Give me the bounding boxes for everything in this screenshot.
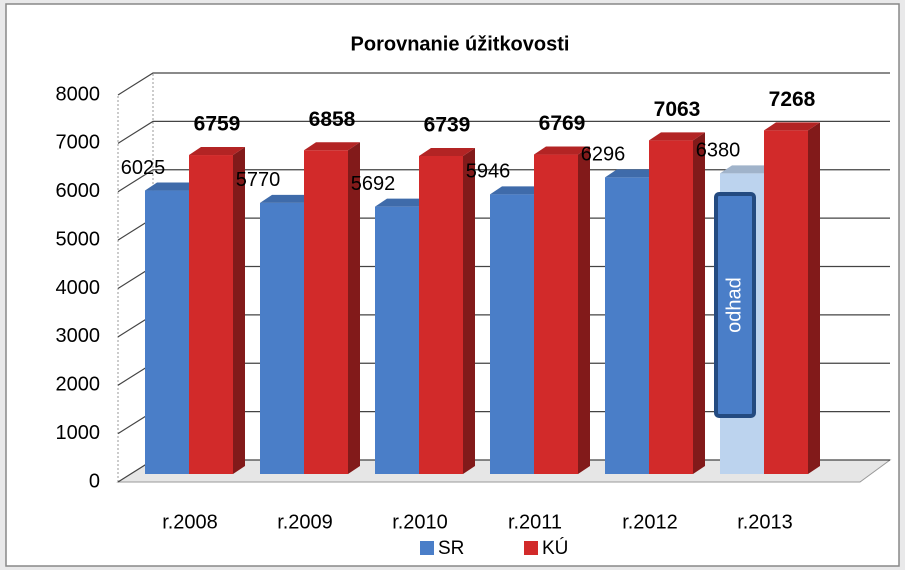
data-label: 6296: [581, 144, 626, 166]
legend-swatch: [524, 541, 538, 555]
bar-side: [693, 132, 705, 474]
y-tick-label: 0: [89, 470, 100, 492]
data-label: 5770: [236, 169, 281, 191]
bar-side: [463, 148, 475, 475]
bar-side: [348, 142, 360, 474]
y-tick-label: 7000: [56, 132, 101, 154]
bar: [534, 146, 590, 474]
bar-front: [605, 177, 649, 474]
bar-top: [720, 165, 776, 174]
bar-top: [375, 198, 431, 207]
data-label: 6769: [539, 112, 586, 135]
data-label: 7063: [654, 98, 701, 121]
bar: [189, 147, 245, 474]
data-label: 6759: [194, 113, 241, 136]
bar-front: [764, 130, 808, 474]
data-label: 6380: [696, 140, 741, 162]
bar-front: [260, 202, 304, 474]
x-tick-label: r.2011: [508, 511, 562, 533]
data-label: 5692: [351, 173, 396, 195]
y-tick-label: 6000: [56, 180, 101, 202]
y-tick-label: 4000: [56, 277, 101, 299]
bar-side: [808, 122, 820, 475]
bar-top: [605, 169, 661, 178]
data-label: 7268: [769, 88, 816, 111]
bar-side: [578, 146, 590, 474]
y-tick-label: 5000: [56, 228, 101, 250]
bar-top: [304, 142, 360, 151]
bar: [304, 142, 360, 474]
x-tick-label: r.2008: [162, 511, 218, 533]
bar-top: [764, 122, 820, 131]
bar-top: [260, 194, 316, 203]
data-label: 6858: [309, 108, 356, 131]
x-tick-label: r.2012: [622, 511, 678, 533]
bar-front: [534, 154, 578, 474]
bar-front: [490, 194, 534, 474]
chart-title: Porovnanie úžitkovosti: [351, 33, 570, 55]
bar: [764, 122, 820, 475]
x-tick-label: r.2009: [277, 511, 333, 533]
data-label: 6739: [424, 114, 471, 137]
bar-top: [189, 147, 245, 156]
bar-top: [649, 132, 705, 141]
bar-front: [189, 155, 233, 474]
x-tick-label: r.2010: [392, 511, 448, 533]
annotation-text: odhad: [723, 277, 745, 333]
data-label: 5946: [466, 161, 511, 183]
bar-front: [419, 156, 463, 475]
y-tick-label: 3000: [56, 325, 101, 347]
bar: [649, 132, 705, 474]
legend-label: SR: [438, 538, 464, 559]
bar-front: [375, 206, 419, 474]
bar: [419, 148, 475, 475]
bar-top: [490, 186, 546, 195]
annotation-box: [714, 192, 756, 418]
legend-swatch: [420, 541, 434, 555]
bar-top: [534, 146, 590, 155]
y-tick-label: 8000: [56, 83, 101, 105]
x-tick-label: r.2013: [737, 511, 793, 533]
bar-side: [233, 147, 245, 474]
grid-line: [117, 72, 890, 96]
bar-front: [649, 140, 693, 474]
bar-front: [145, 190, 189, 474]
bar-top: [419, 148, 475, 157]
bar-top: [145, 182, 201, 191]
grid-line: [117, 120, 890, 144]
y-tick-label: 2000: [56, 374, 101, 396]
y-tick-label: 1000: [56, 422, 101, 444]
legend-label: KÚ: [542, 537, 568, 559]
data-label: 6025: [121, 157, 166, 179]
bar-front: [304, 150, 348, 474]
